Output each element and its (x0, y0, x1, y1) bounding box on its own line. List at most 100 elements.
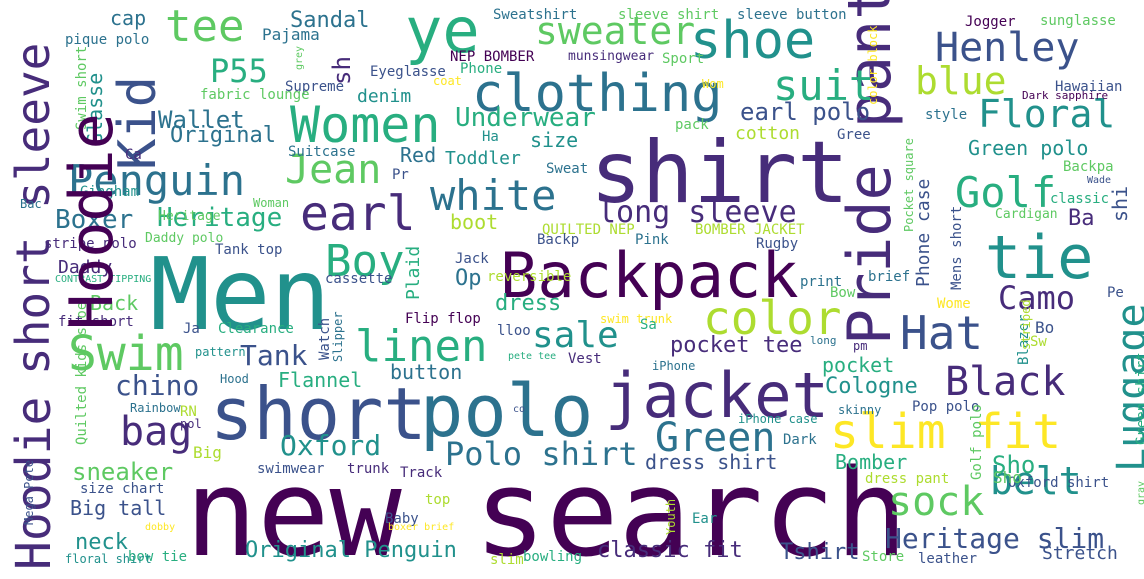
word-belt: belt (990, 459, 1082, 503)
word-slim: slim (490, 552, 524, 568)
word-wom: Wom (702, 77, 724, 91)
word-jacket: jacket (605, 359, 829, 432)
word-bow-tie: bow tie (128, 549, 188, 565)
word-gingham: Gingham (80, 184, 140, 200)
word-toddler: Toddler (445, 148, 521, 169)
word-swim: Swim (68, 326, 184, 382)
word-op: Op (455, 266, 482, 291)
word-slim-fit: slim fit (830, 404, 1062, 460)
word-denim: denim (357, 86, 412, 107)
word-henley: Henley (935, 25, 1080, 71)
word-reversible: reversible (487, 269, 572, 285)
word-short: short (210, 372, 427, 456)
word-sport: Sport (662, 51, 705, 67)
word-pattern: pattern (195, 345, 246, 359)
word-dress: dress (495, 291, 562, 316)
word-rugby: Rugby (756, 236, 799, 252)
word-cardigan: Cardigan (995, 207, 1058, 222)
word-mens-short: Mens short (949, 205, 965, 290)
word-top: top (425, 492, 451, 508)
word-dark-sapphire: Dark sapphire (1022, 89, 1109, 102)
word-green-polo: Green polo (968, 136, 1089, 160)
word-pm: pm (853, 339, 868, 353)
word-sandal: Sandal (290, 8, 370, 33)
word-size: size (530, 128, 579, 152)
word-pique-polo: pique polo (65, 32, 150, 48)
word-munsingwear: munsingwear (568, 49, 655, 64)
word-earl: earl (300, 186, 416, 242)
word-men: Men (150, 236, 331, 353)
word-sleeve-button: sleeve button (737, 7, 847, 23)
word-earl-polo: earl polo (740, 98, 871, 126)
word-brief: brief (868, 269, 911, 285)
word-backp: Backp (537, 232, 580, 248)
word-grey: grey (294, 45, 305, 70)
word-sale: sale (532, 315, 619, 356)
word-fabric-lounge: fabric lounge (200, 87, 310, 103)
word-long-sleeve: long sleeve (598, 195, 797, 230)
word-phone-case: Phone case (913, 178, 934, 287)
word-swimwear: swimwear (257, 461, 325, 477)
word-eyeglasse: Eyeglasse (370, 64, 446, 80)
word-ba: Ba (1068, 206, 1095, 231)
word-store: Store (862, 549, 905, 565)
word-leather: leather (918, 551, 978, 567)
word-fit-short: fit short (58, 314, 134, 330)
word-bowling: bowling (523, 549, 583, 565)
word-co: co (513, 404, 526, 415)
word-underwear: Underwear (455, 103, 596, 133)
word-bomber-jacket: BOMBER JACKET (695, 222, 805, 238)
word-sho: Sho (993, 468, 1022, 487)
word-pink: Pink (635, 232, 669, 248)
word-p55: P55 (210, 52, 268, 90)
word-hawaiian: Hawaiian (1055, 79, 1123, 95)
word-dark: Dark (783, 432, 817, 448)
word-heritage: Heritage (157, 203, 283, 233)
word-pack: pack (675, 117, 709, 133)
word-trunk: trunk (347, 461, 390, 477)
word-backpack: Backpack (500, 239, 799, 312)
word-contrast-tipping: CONTRAST TIPPING (55, 274, 152, 285)
word-pop-polo: Pop polo (912, 399, 980, 415)
word-button: button (390, 360, 463, 384)
word-rn: RN (180, 404, 197, 420)
word-stretch: Stretch (1042, 543, 1118, 564)
word-long: long (810, 334, 837, 347)
word-tank: Tank (240, 339, 308, 372)
word-pocket-square: Pocket square (902, 138, 916, 232)
word-clearance: Clearance (218, 321, 294, 337)
word-baby: Baby (385, 511, 419, 527)
word-ear: Ear (692, 511, 718, 527)
word-tie: tie (985, 223, 1094, 293)
word-pocket: pocket (822, 353, 895, 377)
word-tee: tee (165, 1, 245, 52)
word-quilted-nep: QUILTED NEP (542, 222, 635, 238)
word-iphone-case: iPhone case (738, 412, 818, 426)
word-shi: shi (1108, 185, 1132, 222)
word-daddy: Daddy (58, 257, 113, 278)
word-camo: Camo (998, 279, 1076, 317)
word-chino: chino (115, 369, 200, 402)
word-print: print (800, 274, 843, 290)
word-hoodie: Hoodie (57, 113, 127, 330)
word-sho: Sho (992, 451, 1036, 479)
word-suitcase: Suitcase (288, 144, 356, 160)
word-boxer-brief: boxer brief (388, 522, 455, 533)
word-heritage-slim: Heritage slim (885, 522, 1105, 555)
word-sock: sock (888, 479, 985, 525)
word-wome: Wome (937, 296, 971, 312)
word-coat: coat (433, 74, 462, 88)
word-backpa: Backpa (1063, 159, 1114, 175)
word-black: Black (945, 359, 1066, 405)
word-back: Back (90, 291, 139, 315)
word-cotton: cotton (735, 123, 801, 144)
word-classic-fit: classic fit (597, 538, 743, 563)
word-sa: Sa (640, 317, 657, 333)
word-oxford-shirt: Oxford shirt (1008, 475, 1110, 491)
word-pocket-tee: pocket tee (670, 333, 803, 358)
word-supreme: Supreme (285, 79, 345, 95)
word-sweatshirt: Sweatshirt (493, 7, 578, 23)
word-tank-top: Tank top (215, 242, 283, 258)
word-woman: Woman (253, 196, 290, 210)
